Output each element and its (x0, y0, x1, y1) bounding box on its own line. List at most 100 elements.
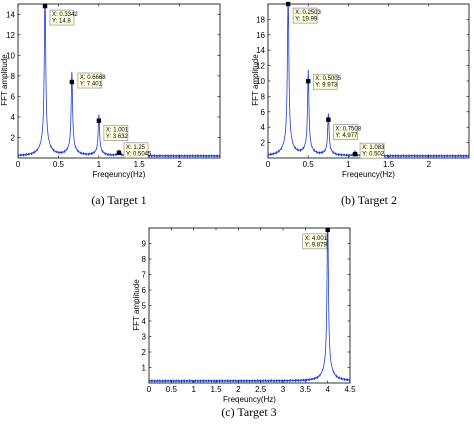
peak-marker (96, 118, 102, 123)
peak-marker (116, 150, 122, 156)
peak-marker (285, 1, 291, 7)
x-tick-label: 0 (266, 160, 271, 169)
y-tick-label: 5 (142, 302, 147, 311)
data-tip-box (77, 72, 103, 89)
data-tip-box (292, 7, 318, 24)
data-tip-y: Y: 14.8 (52, 19, 71, 25)
x-tick-label: 0 (147, 385, 152, 394)
data-tip-x: X: 1.25 (126, 145, 146, 151)
y-tick-label: 2 (11, 133, 16, 142)
x-tick-label: 4.5 (344, 385, 356, 394)
data-tip-x: X: 0.2503 (295, 10, 321, 16)
data-tip-box (49, 9, 75, 26)
y-tick-label: 18 (256, 15, 265, 24)
peak-marker (326, 117, 331, 122)
x-tick-label: 2.5 (255, 385, 267, 394)
y-tick-label: 6 (261, 108, 266, 117)
y-tick-label: 6 (11, 92, 16, 101)
x-tick-label: 3 (281, 385, 286, 394)
y-tick-label: 8 (11, 72, 16, 81)
data-tip-y: Y: 19.99 (295, 17, 318, 23)
panel-target-3: 0 0.5 1 1.5 2 2.5 3 3.5 4 4.5 1 2 3 4 5 6 7 8 9 Freqeuncy(H… (132, 227, 356, 419)
plot-frame (267, 3, 470, 159)
x-tick-label: 2 (177, 160, 182, 169)
x-tick-label: 1.5 (134, 160, 146, 169)
panel-caption: (a) Target 1 (91, 193, 146, 207)
peak-marker (352, 151, 358, 157)
x-tick-label: 2 (427, 160, 432, 169)
data-tip-y: Y: 9.879 (305, 242, 328, 248)
y-tick-label: 2 (142, 348, 147, 357)
data-tip: X: 1.25Y: 0.5045 (123, 142, 152, 159)
peak-marker (325, 227, 330, 233)
x-tick-label: 0.5 (303, 160, 315, 169)
y-tick-label: 4 (142, 317, 147, 326)
spectrum-line (148, 227, 351, 384)
x-tick-label: 1 (191, 385, 196, 394)
data-tip-x: X: 4.001 (305, 236, 328, 242)
y-tick-label: 7 (142, 271, 147, 280)
peak-marker (69, 79, 75, 85)
y-tick-label: 9 (142, 240, 147, 249)
data-tip-x: X: 1.001 (106, 128, 129, 134)
data-tip-box (359, 142, 385, 159)
data-tip-box (103, 125, 129, 142)
plot-frame (148, 227, 351, 384)
y-tick-label: 8 (261, 92, 266, 101)
x-tick-label: 0 (16, 160, 21, 169)
y-tick-label: 12 (256, 62, 265, 71)
data-tip-y: Y: 7.401 (80, 82, 103, 88)
data-tip-box (302, 233, 328, 250)
data-tip-y: Y: 0.502 (362, 152, 385, 158)
data-tip-x: X: 1.083 (362, 145, 385, 151)
panel-caption: (b) Target 2 (341, 193, 397, 207)
y-axis-label: FFT amplitude (251, 54, 260, 106)
y-axis-label: FFT amplitude (0, 54, 9, 106)
data-tip-y: Y: 4.977 (335, 133, 358, 139)
x-axis-label: Freqeuncy(Hz) (93, 170, 146, 179)
y-tick-label: 1 (142, 364, 147, 373)
data-tip-x: X: 0.6668 (80, 75, 106, 81)
peak-marker (42, 3, 48, 9)
y-tick-label: 16 (256, 31, 265, 40)
panel-target-2: 0 0.5 1 1.5 2 2 4 6 8 10 12 14 16 18 Freqeuncy(Hz) FFT … (251, 1, 470, 207)
panel-caption: (c) Target 3 (221, 405, 276, 419)
x-axis-label: Freqeuncy(Hz) (223, 395, 276, 404)
panel-target-1: 0 0.5 1 1.5 2 2 4 6 8 10 12 14 Freqeuncy(Hz) FFT ampl… (0, 3, 221, 207)
y-tick-label: 14 (256, 46, 265, 55)
x-tick-label: 4 (325, 385, 330, 394)
y-tick-label: 10 (6, 51, 15, 60)
y-tick-label: 14 (6, 10, 15, 19)
y-tick-label: 8 (142, 255, 147, 264)
y-axis-label: FFT amplitude (132, 279, 141, 331)
x-tick-label: 1.5 (383, 160, 395, 169)
y-tick-label: 4 (261, 123, 266, 132)
data-tip-x: X: 0.3342 (52, 12, 78, 18)
data-tip-x: X: 0.7508 (335, 127, 361, 133)
x-tick-label: 1 (346, 160, 351, 169)
x-tick-label: 0.5 (166, 385, 178, 394)
data-tip-box (312, 73, 338, 90)
data-tip-box (333, 124, 358, 140)
x-tick-label: 1.5 (210, 385, 222, 394)
spectrum-line (17, 3, 221, 158)
y-tick-label: 12 (6, 31, 15, 40)
y-tick-label: 2 (261, 139, 266, 148)
data-tip-x: X: 0.5005 (315, 76, 341, 82)
y-tick-label: 10 (256, 77, 265, 86)
x-tick-label: 1 (97, 160, 102, 169)
data-tip-y: Y: 0.5045 (126, 151, 152, 157)
x-tick-label: 3.5 (300, 385, 312, 394)
y-tick-label: 3 (142, 333, 147, 342)
peak-marker (306, 79, 311, 84)
x-tick-label: 2 (236, 385, 241, 394)
